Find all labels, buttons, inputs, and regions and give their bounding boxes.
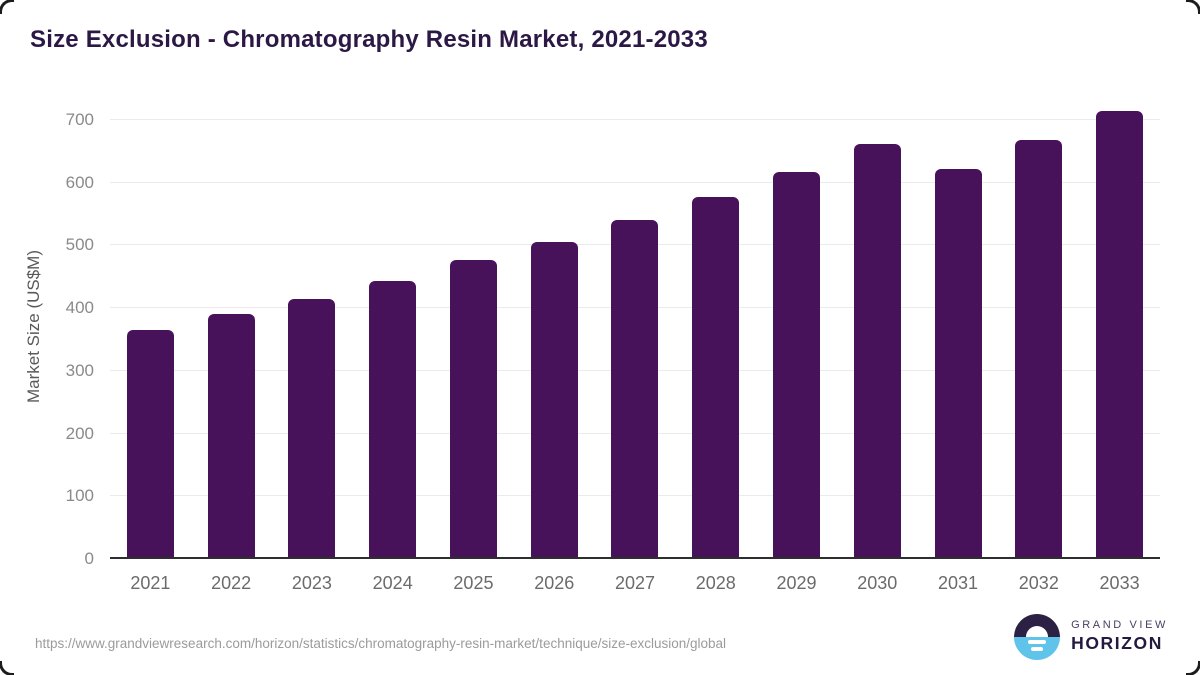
bars-layer: 2021 2022 2023 2024 2025 2026 2027 2028 2029 2030…: [110, 95, 1160, 593]
source-url: https://www.grandviewresearch.com/horizo…: [35, 636, 727, 651]
y-tick-label-500: 500: [65, 235, 94, 255]
bar-slot-2022: 2022: [191, 95, 272, 593]
y-axis-title-label: Market Size (US$M): [24, 250, 43, 404]
x-tick-label-2022: 2022: [211, 573, 252, 593]
x-tick-label-2032: 2032: [1018, 573, 1059, 593]
x-tick-label-2030: 2030: [857, 573, 898, 593]
x-axis-baseline: [110, 557, 1160, 559]
x-tick-label-2026: 2026: [534, 573, 575, 593]
bar-slot-2030: 2030: [837, 95, 918, 593]
logo-text-horizon: HORIZON: [1071, 632, 1163, 653]
gridline-700: [110, 119, 1160, 120]
bar-2028[interactable]: [692, 196, 740, 559]
bar-slot-2033: 2033: [1079, 95, 1160, 593]
x-tick-label-2031: 2031: [938, 573, 979, 593]
bar-slot-2021: 2021: [110, 95, 191, 593]
x-tick-label-2024: 2024: [372, 573, 413, 593]
bar-slot-2032: 2032: [998, 95, 1079, 593]
bar-2030[interactable]: [853, 143, 901, 559]
x-tick-label-2033: 2033: [1099, 573, 1140, 593]
bar-2029[interactable]: [773, 172, 820, 559]
bar-slot-2028: 2028: [675, 95, 756, 593]
frame-corner-top-right: [1186, 0, 1200, 14]
x-tick-label-2025: 2025: [453, 573, 494, 593]
frame-corner-top-left: [0, 0, 14, 14]
bar-slot-2026: 2026: [514, 95, 595, 593]
y-tick-label-200: 200: [65, 423, 94, 443]
logo-text-grand-view: GRAND VIEW: [1071, 619, 1168, 632]
bar-2025[interactable]: [449, 260, 497, 559]
logo-text: GRAND VIEW HORIZON: [1071, 619, 1168, 655]
frame-corner-bottom-left: [0, 661, 14, 675]
y-tick-label-100: 100: [65, 486, 94, 506]
y-tick-label-400: 400: [65, 298, 94, 318]
x-tick-label-2029: 2029: [776, 573, 817, 593]
y-tick-label-0: 0: [84, 549, 94, 568]
x-tick-label-2021: 2021: [130, 573, 171, 593]
x-tick-label-2023: 2023: [291, 573, 332, 593]
x-tick-label-2027: 2027: [614, 573, 655, 593]
frame-corner-bottom-right: [1186, 661, 1200, 675]
bar-slot-2029: 2029: [756, 95, 837, 593]
bar-2023[interactable]: [288, 298, 336, 559]
bar-chart-plot-area: 0 100 200 300 400 500 600 700 2021 2022 2023 2024 2…: [66, 95, 1160, 593]
y-tick-label-700: 700: [65, 110, 94, 129]
y-tick-label-600: 600: [65, 172, 94, 192]
horizon-sun-icon: [1014, 614, 1061, 660]
x-tick-label-2028: 2028: [695, 573, 736, 593]
bar-2027[interactable]: [611, 219, 659, 559]
bar-2022[interactable]: [207, 313, 255, 559]
bar-2031[interactable]: [934, 168, 982, 559]
bar-slot-2027: 2027: [595, 95, 676, 593]
bar-2026[interactable]: [530, 241, 578, 559]
bar-2033[interactable]: [1096, 111, 1144, 559]
bar-slot-2025: 2025: [433, 95, 514, 593]
bar-2024[interactable]: [369, 281, 417, 559]
brand-logo: GRAND VIEW HORIZON: [1014, 614, 1168, 660]
bar-slot-2024: 2024: [352, 95, 433, 593]
gridline-600: [110, 181, 1160, 183]
y-tick-label-300: 300: [65, 360, 94, 380]
bar-2032[interactable]: [1015, 140, 1063, 559]
chart-title: Size Exclusion - Chromatography Resin Ma…: [30, 26, 708, 53]
bar-2021[interactable]: [126, 330, 174, 559]
bar-slot-2023: 2023: [272, 95, 353, 593]
bar-slot-2031: 2031: [918, 95, 999, 593]
